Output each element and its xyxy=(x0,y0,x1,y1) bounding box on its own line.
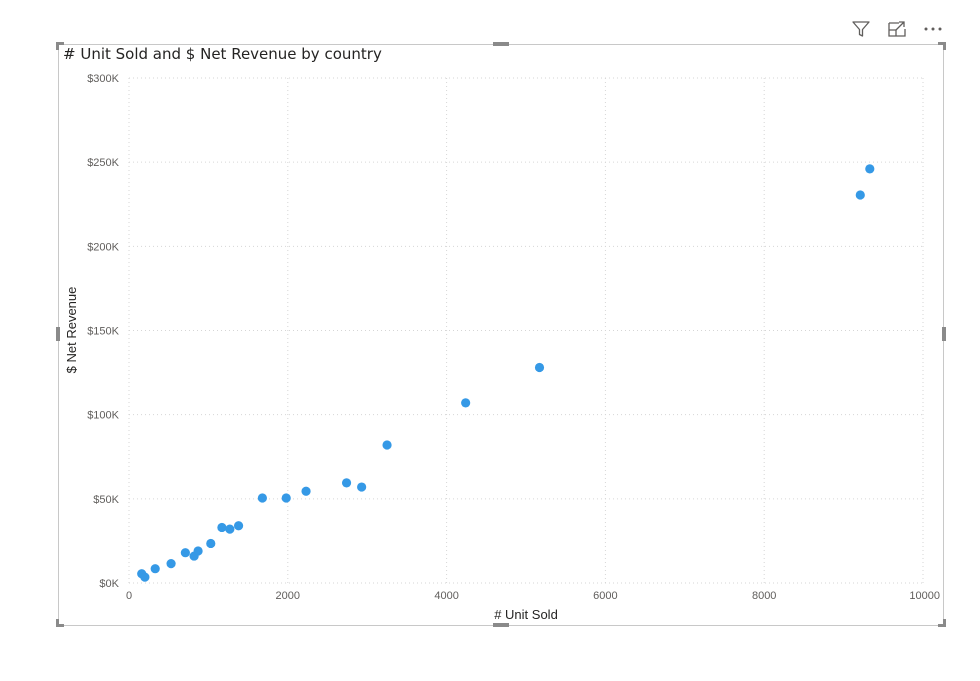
resize-handle-top-left[interactable] xyxy=(56,42,64,45)
x-tick-label: 4000 xyxy=(434,590,458,602)
resize-handle-bottom-left[interactable] xyxy=(56,624,64,627)
data-point[interactable] xyxy=(301,486,311,496)
data-point[interactable] xyxy=(233,521,244,531)
data-point[interactable] xyxy=(855,190,865,200)
focus-mode-icon[interactable] xyxy=(886,18,908,40)
y-tick-label: $100K xyxy=(87,410,119,422)
resize-handle-top-left-v[interactable] xyxy=(56,42,59,50)
y-axis-title: $ Net Revenue xyxy=(64,287,79,374)
y-axis: $0K $50K $100K $150K $200K $250K $300K xyxy=(87,73,119,590)
data-point[interactable] xyxy=(166,559,176,569)
x-tick-label: 10000 xyxy=(909,590,940,602)
resize-handle-bottom-left-v[interactable] xyxy=(56,619,59,627)
resize-handle-right[interactable] xyxy=(942,327,946,341)
resize-handle-bottom-right-v[interactable] xyxy=(943,619,946,627)
data-point[interactable] xyxy=(217,522,227,533)
resize-handle-top[interactable] xyxy=(493,42,509,46)
data-points xyxy=(137,164,875,582)
x-tick-label: 6000 xyxy=(593,590,617,602)
data-point[interactable] xyxy=(140,572,150,582)
data-point[interactable] xyxy=(382,440,392,450)
y-tick-label: $150K xyxy=(87,326,119,338)
x-tick-label: 0 xyxy=(126,590,132,602)
data-point[interactable] xyxy=(225,524,235,534)
data-point[interactable] xyxy=(461,398,471,408)
data-point[interactable] xyxy=(150,564,160,574)
data-point[interactable] xyxy=(865,164,875,174)
visual-header-toolbar xyxy=(850,18,944,40)
chart-title: # Unit Sold and $ Net Revenue by country xyxy=(63,45,382,63)
resize-handle-bottom-right[interactable] xyxy=(938,624,946,627)
resize-handle-bottom[interactable] xyxy=(493,623,509,627)
resize-handle-top-right[interactable] xyxy=(938,42,946,45)
data-point[interactable] xyxy=(180,548,190,558)
x-tick-label: 8000 xyxy=(752,590,776,602)
y-tick-label: $250K xyxy=(87,157,119,169)
more-options-icon[interactable] xyxy=(922,18,944,40)
data-point[interactable] xyxy=(206,538,216,549)
y-tick-label: $0K xyxy=(99,578,119,590)
data-point[interactable] xyxy=(193,546,203,556)
x-tick-label: 2000 xyxy=(276,590,300,602)
y-tick-label: $300K xyxy=(87,73,119,85)
grid-lines xyxy=(128,77,924,584)
data-point[interactable] xyxy=(281,493,291,503)
resize-handle-top-right-v[interactable] xyxy=(943,42,946,50)
filter-icon[interactable] xyxy=(850,18,872,40)
y-tick-label: $200K xyxy=(87,241,119,253)
data-point[interactable] xyxy=(341,478,352,488)
x-axis-title: # Unit Sold xyxy=(494,607,558,622)
resize-handle-left[interactable] xyxy=(56,327,60,341)
data-point[interactable] xyxy=(534,362,545,373)
data-point[interactable] xyxy=(257,493,267,503)
data-point[interactable] xyxy=(357,482,367,492)
x-axis: 0 2000 4000 6000 8000 10000 xyxy=(126,590,940,602)
y-tick-label: $50K xyxy=(93,494,119,506)
